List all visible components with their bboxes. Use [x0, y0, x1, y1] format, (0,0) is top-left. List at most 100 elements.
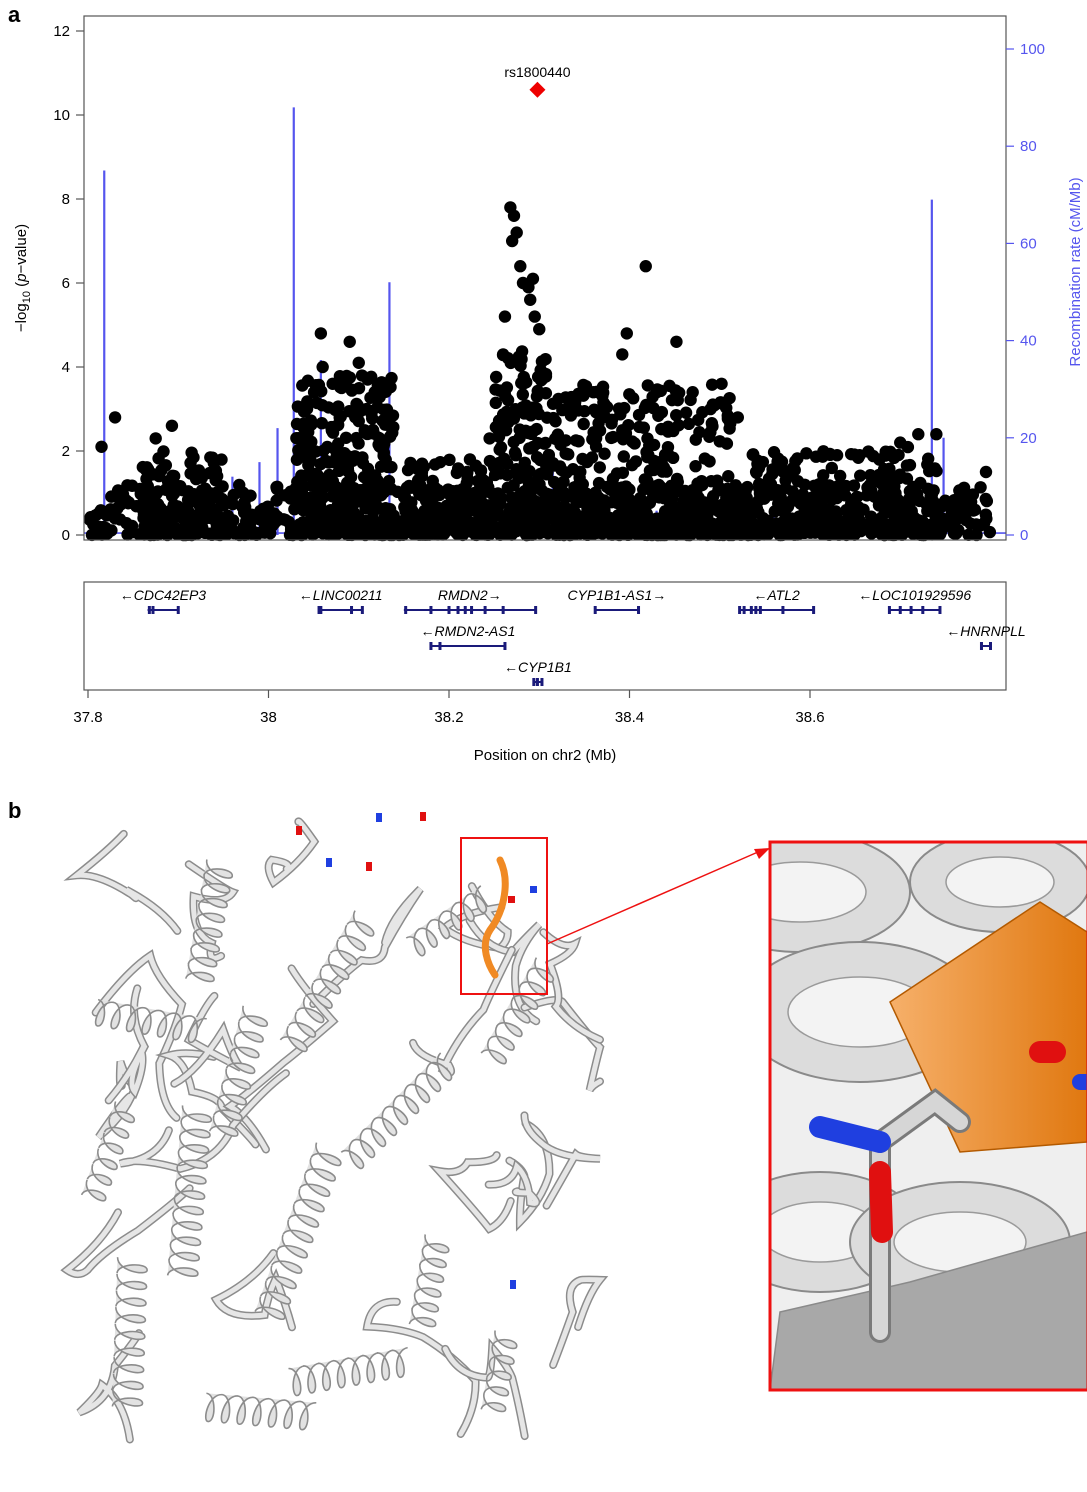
gene-loc101929596: ←LOC101929596 [858, 587, 971, 614]
snp-point [647, 463, 661, 477]
snp-point [785, 512, 799, 525]
snp-point [715, 515, 728, 528]
snp-point [249, 527, 263, 540]
snp-point [657, 487, 670, 500]
snp-point [670, 483, 684, 496]
snp-point [559, 491, 572, 505]
snp-point [431, 501, 444, 514]
snp-point [698, 452, 712, 465]
snp-point [350, 431, 363, 445]
snp-point [428, 481, 442, 494]
snp-point [496, 408, 510, 421]
snp-point [259, 502, 273, 516]
snp-point [359, 502, 372, 515]
regional-association-plot: rs1800440 0 2 4 6 8 10 12 0 20 40 60 80 100 −log10 … [13, 15, 1084, 764]
snp-point [342, 485, 356, 499]
snp-point [383, 430, 397, 443]
snp-point [189, 472, 203, 486]
gene-exon [534, 606, 538, 614]
left-y-tick-label: 10 [53, 107, 70, 124]
snp-point [206, 451, 219, 464]
snp-point [507, 209, 521, 222]
snp-point [860, 489, 873, 502]
snp-point [414, 512, 428, 525]
snp-point [415, 470, 429, 483]
coil-highlight [467, 918, 542, 1024]
coil-highlight [68, 831, 180, 934]
gene-exon [447, 606, 451, 614]
gene-exon [540, 678, 544, 686]
snp-point [639, 260, 652, 273]
snp-point [587, 426, 600, 439]
snp-point [721, 495, 734, 508]
snp-point [434, 455, 447, 469]
coil-highlight [62, 1185, 193, 1277]
atom-stick [420, 812, 426, 821]
snp-point [316, 360, 329, 374]
snp-point [325, 420, 338, 434]
snp-point [733, 494, 747, 507]
snp-point [849, 491, 863, 505]
gene-exon [319, 606, 323, 614]
gene-exon [483, 606, 487, 614]
zoom-oxygen-atom [869, 1161, 893, 1243]
gene-label: ←LINC00211 [299, 587, 383, 603]
snp-point [534, 467, 547, 481]
snp-point [686, 386, 699, 399]
coil-highlight [310, 887, 423, 1007]
snp-point [327, 527, 340, 541]
snp-point [752, 477, 766, 491]
snp-point [317, 473, 330, 487]
snp-point [597, 396, 610, 409]
gene-exon [429, 606, 433, 614]
snp-point [227, 488, 240, 502]
snp-point [970, 528, 983, 542]
snp-point [638, 401, 652, 415]
snp-point [366, 482, 380, 495]
coil-highlight [432, 1152, 514, 1233]
snp-point [377, 439, 390, 453]
snp-point [833, 478, 847, 492]
snp-point [930, 428, 943, 441]
helix [279, 910, 375, 1053]
snp-point [626, 392, 640, 405]
snp-point [530, 422, 543, 436]
gene-exon [938, 606, 942, 614]
snp-point [508, 516, 521, 529]
snp-point [655, 405, 668, 419]
snp-point [165, 419, 179, 432]
snp-point [310, 396, 324, 410]
gene-cdc42ep3: ←CDC42EP3 [120, 587, 206, 614]
snp-point [569, 394, 582, 407]
highlight-box [460, 837, 548, 995]
zoomed-residue-view [770, 842, 1087, 1390]
gene-exon [503, 642, 507, 650]
snp-point [460, 520, 474, 533]
right-y-tick-label: 40 [1020, 333, 1037, 350]
snp-point [183, 524, 196, 537]
snp-point [149, 432, 162, 445]
snp-point [885, 527, 898, 540]
gene-exon [147, 606, 151, 614]
snp-point [496, 348, 510, 361]
snp-point [679, 406, 693, 419]
snp-point [677, 525, 690, 539]
snp-point [887, 501, 900, 515]
snp-point [489, 370, 503, 384]
snp-point [704, 402, 717, 416]
snp-point [165, 525, 178, 539]
snp-point [526, 272, 540, 285]
snp-point [216, 480, 229, 493]
snp-point [319, 512, 333, 525]
gene-exon [812, 606, 816, 614]
gene-exon [350, 606, 354, 614]
coil-highlight [266, 818, 318, 887]
snp-point [909, 486, 923, 499]
snp-point [290, 431, 303, 445]
snp-point [415, 457, 429, 470]
snp-point [497, 452, 511, 466]
snp-point [557, 475, 570, 489]
snp-point [514, 260, 527, 273]
helix [166, 1105, 213, 1278]
gene-label: CYP1B1-AS1→ [567, 587, 666, 603]
